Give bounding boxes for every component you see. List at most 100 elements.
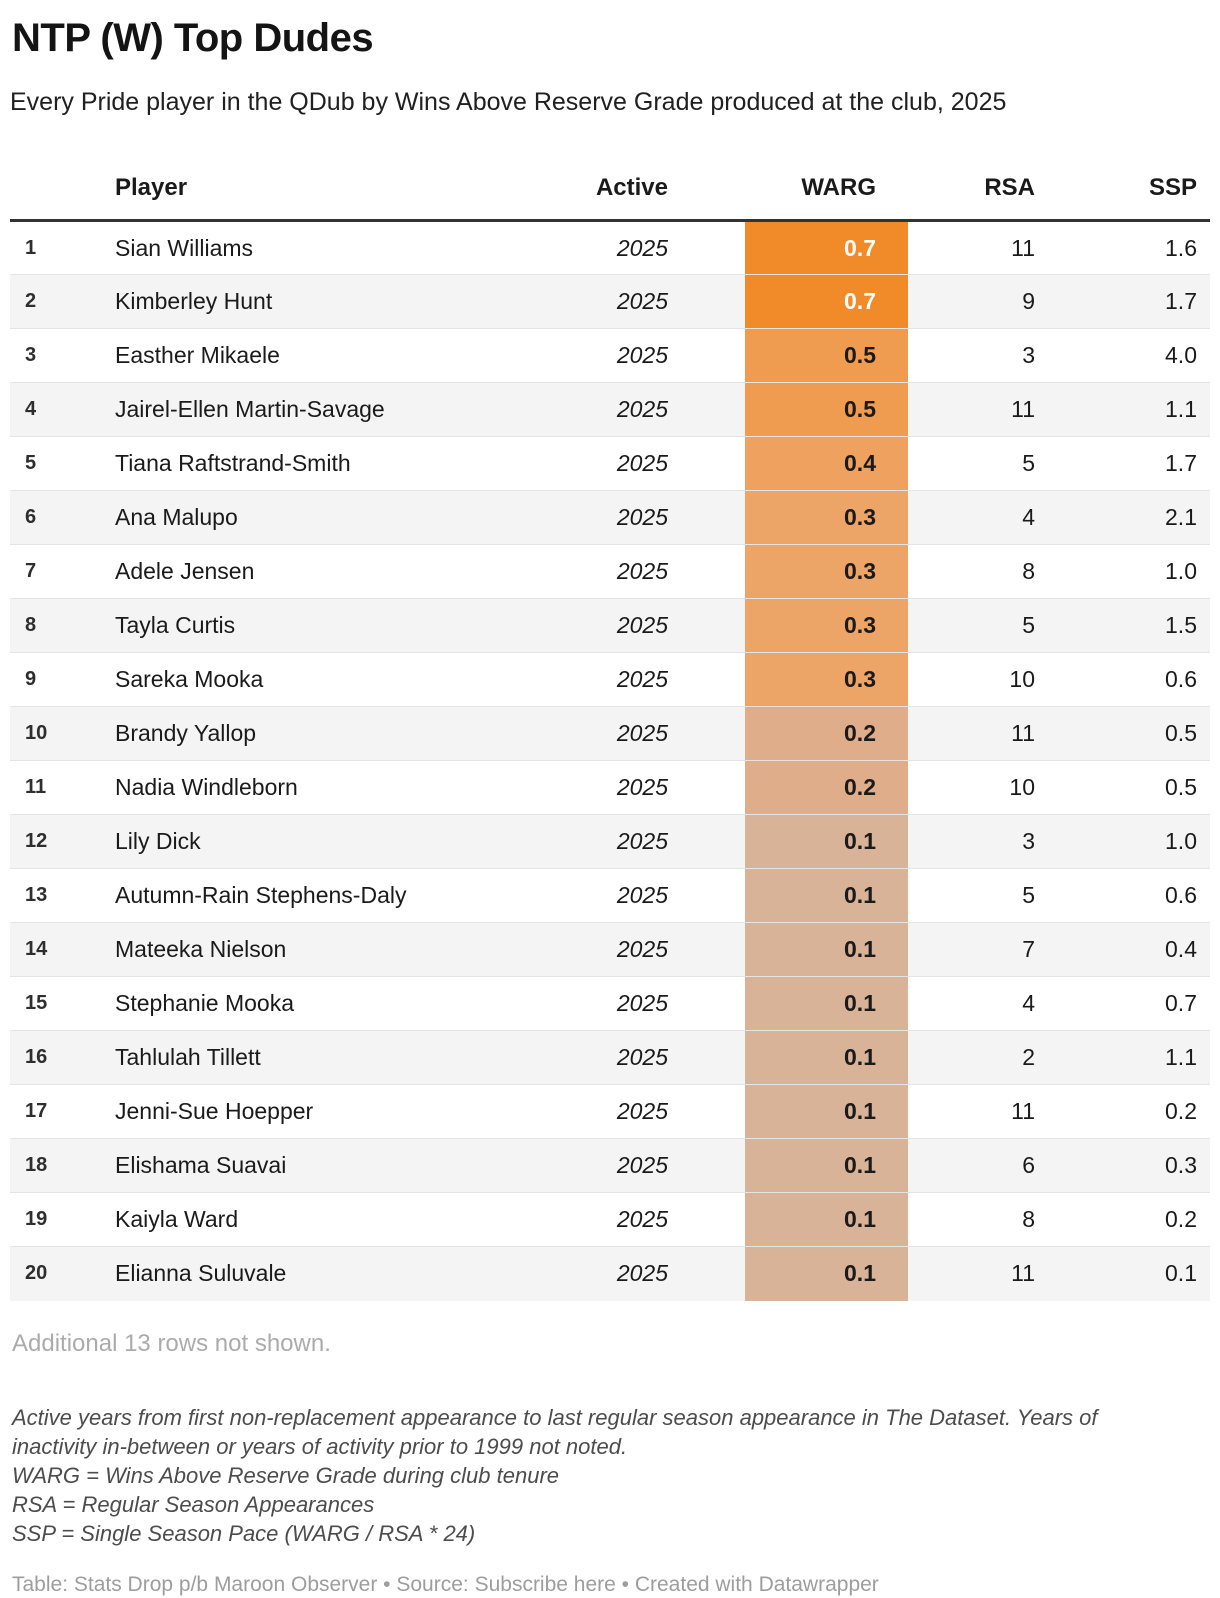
cell-warg: 0.3 [745, 598, 908, 653]
cell-player: Adele Jensen [100, 544, 580, 599]
cell-rsa: 4 [908, 976, 1048, 1031]
cell-warg: 0.1 [745, 976, 908, 1031]
table-row: 6 Ana Malupo 2025 0.3 4 2.1 [10, 490, 1210, 545]
cell-player: Tahlulah Tillett [100, 1030, 580, 1085]
cell-active: 2025 [580, 274, 745, 329]
cell-ssp: 1.5 [1048, 598, 1210, 653]
cell-active: 2025 [580, 544, 745, 599]
cell-active: 2025 [580, 598, 745, 653]
page-subtitle: Every Pride player in the QDub by Wins A… [10, 88, 1007, 116]
attribution-suffix: • Created with Datawrapper [615, 1572, 879, 1596]
cell-rsa: 6 [908, 1138, 1048, 1193]
cell-player: Autumn-Rain Stephens-Daly [100, 868, 580, 923]
cell-rank: 5 [10, 436, 100, 491]
cell-ssp: 0.1 [1048, 1246, 1210, 1301]
cell-ssp: 4.0 [1048, 328, 1210, 383]
cell-ssp: 0.7 [1048, 976, 1210, 1031]
cell-rsa: 5 [908, 868, 1048, 923]
cell-ssp: 0.6 [1048, 652, 1210, 707]
table-row: 20 Elianna Suluvale 2025 0.1 11 0.1 [10, 1246, 1210, 1301]
cell-ssp: 1.0 [1048, 814, 1210, 869]
table-row: 12 Lily Dick 2025 0.1 3 1.0 [10, 814, 1210, 869]
cell-active: 2025 [580, 1246, 745, 1301]
cell-player: Kimberley Hunt [100, 274, 580, 329]
cell-ssp: 1.7 [1048, 274, 1210, 329]
table-row: 18 Elishama Suavai 2025 0.1 6 0.3 [10, 1138, 1210, 1193]
cell-rank: 4 [10, 382, 100, 437]
table-row: 1 Sian Williams 2025 0.7 11 1.6 [10, 220, 1210, 275]
cell-player: Tiana Raftstrand-Smith [100, 436, 580, 491]
cell-active: 2025 [580, 1192, 745, 1247]
cell-player: Tayla Curtis [100, 598, 580, 653]
cell-rsa: 3 [908, 328, 1048, 383]
cell-rsa: 11 [1011, 234, 1035, 261]
cell-ssp: 1.6 [1165, 234, 1197, 261]
cell-active: 2025 [580, 976, 745, 1031]
column-header-player: Player [100, 134, 580, 222]
table-row: 15 Stephanie Mooka 2025 0.1 4 0.7 [10, 976, 1210, 1031]
cell-rsa: 11 [908, 1246, 1048, 1301]
cell-rank: 6 [10, 490, 100, 545]
table-row: 16 Tahlulah Tillett 2025 0.1 2 1.1 [10, 1030, 1210, 1085]
table-body: 1 Sian Williams 2025 0.7 11 1.6 2 Kimberley Hun… [10, 220, 1210, 1301]
cell-player: Jairel-Ellen Martin-Savage [100, 382, 580, 437]
cell-warg: 0.7 [745, 274, 908, 329]
cell-rsa: 4 [908, 490, 1048, 545]
cell-rsa: 8 [908, 544, 1048, 599]
table-row: 10 Brandy Yallop 2025 0.2 11 0.5 [10, 706, 1210, 761]
cell-ssp: 1.1 [1048, 382, 1210, 437]
cell-active: 2025 [580, 1084, 745, 1139]
column-header-active: Active [580, 134, 745, 222]
cell-warg: 0.3 [745, 544, 908, 599]
cell-active: 2025 [616, 234, 668, 261]
cell-warg: 0.1 [745, 1192, 908, 1247]
table-row: 8 Tayla Curtis 2025 0.3 5 1.5 [10, 598, 1210, 653]
cell-active: 2025 [580, 382, 745, 437]
cell-rsa: 8 [908, 1192, 1048, 1247]
table-row: 17 Jenni-Sue Hoepper 2025 0.1 11 0.2 [10, 1084, 1210, 1139]
cell-player: Ana Malupo [100, 490, 580, 545]
cell-player: Lily Dick [100, 814, 580, 869]
cell-active: 2025 [580, 652, 745, 707]
table-row: 2 Kimberley Hunt 2025 0.7 9 1.7 [10, 274, 1210, 329]
footnote-active-years: Active years from first non-replacement … [12, 1404, 1098, 1459]
cell-player: Brandy Yallop [100, 706, 580, 761]
table-row: 9 Sareka Mooka 2025 0.3 10 0.6 [10, 652, 1210, 707]
cell-player: Easther Mikaele [100, 328, 580, 383]
cell-rank: 13 [10, 868, 100, 923]
footnote-warg: WARG = Wins Above Reserve Grade during c… [12, 1462, 560, 1488]
column-header-rsa: RSA [908, 134, 1048, 222]
cell-ssp: 1.7 [1048, 436, 1210, 491]
cell-player: Sareka Mooka [100, 652, 580, 707]
cell-rsa: 2 [908, 1030, 1048, 1085]
cell-rank: 15 [10, 976, 100, 1031]
column-header-ssp: SSP [1048, 134, 1210, 222]
cell-rank: 10 [10, 706, 100, 761]
cell-active: 2025 [580, 868, 745, 923]
attribution-line: Table: Stats Drop p/b Maroon Observer • … [12, 1572, 1210, 1598]
table-row: 19 Kaiyla Ward 2025 0.1 8 0.2 [10, 1192, 1210, 1247]
cell-warg: 0.1 [745, 922, 908, 977]
cell-player: Elishama Suavai [100, 1138, 580, 1193]
cell-rank: 16 [10, 1030, 100, 1085]
cell-ssp: 0.2 [1048, 1084, 1210, 1139]
cell-active: 2025 [580, 922, 745, 977]
cell-rsa: 10 [908, 760, 1048, 815]
cell-rank: 18 [10, 1138, 100, 1193]
cell-player: Stephanie Mooka [100, 976, 580, 1031]
cell-warg: 0.3 [745, 652, 908, 707]
cell-rank: 11 [10, 760, 100, 815]
cell-rank: 20 [10, 1246, 100, 1301]
cell-ssp: 0.4 [1048, 922, 1210, 977]
cell-player: Elianna Suluvale [100, 1246, 580, 1301]
subscribe-link[interactable]: Subscribe here [474, 1572, 616, 1596]
cell-ssp: 0.2 [1048, 1192, 1210, 1247]
cell-rank: 3 [10, 328, 100, 383]
cell-rank: 8 [10, 598, 100, 653]
footnote-ssp: SSP = Single Season Pace (WARG / RSA * 2… [12, 1520, 476, 1546]
page-title: NTP (W) Top Dudes [12, 16, 374, 60]
cell-player: Mateeka Nielson [100, 922, 580, 977]
stats-table: Player Active WARG RSA SSP 1 Sian William… [10, 134, 1210, 1301]
table-row: 7 Adele Jensen 2025 0.3 8 1.0 [10, 544, 1210, 599]
